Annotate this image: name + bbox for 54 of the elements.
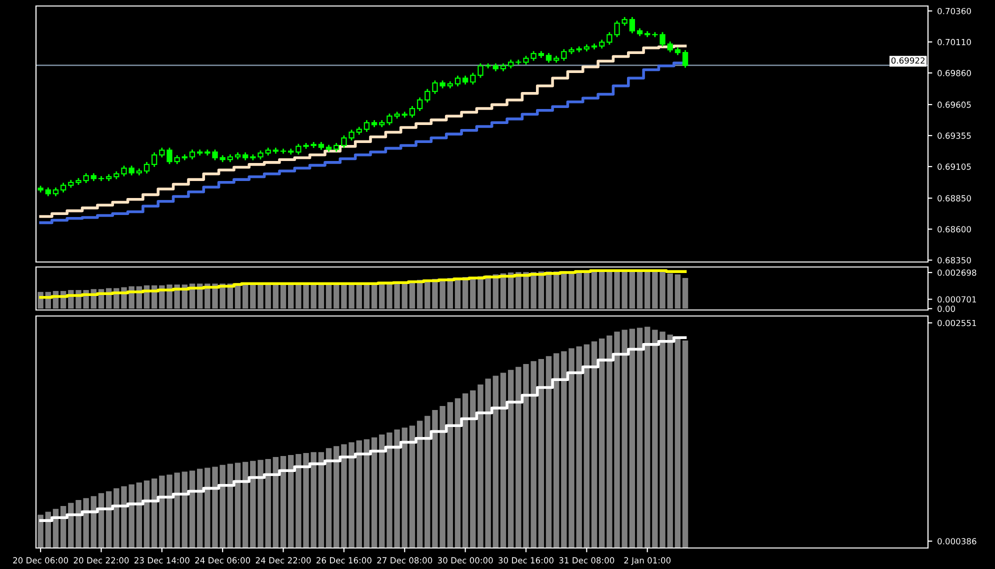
x-tick-label: 24 Dec 22:00: [256, 557, 311, 564]
candlestick: [189, 148, 196, 160]
y-tick-label: 0.69105: [938, 164, 971, 170]
candlestick: [629, 16, 636, 34]
bar: [622, 270, 628, 309]
x-tick-label: 23 Dec 14:00: [134, 557, 190, 564]
bar: [636, 270, 643, 309]
candlestick: [60, 182, 66, 194]
x-tick-label: 30 Dec 16:00: [498, 557, 554, 564]
x-tick-label: 20 Dec 22:00: [74, 557, 129, 564]
candlestick: [159, 147, 165, 158]
bar: [667, 273, 673, 309]
ref-line-label: 0.69922: [891, 57, 924, 64]
bar: [508, 272, 514, 309]
y-tick-label: 0.000386: [938, 538, 976, 544]
candlestick: [409, 105, 416, 118]
bar: [629, 270, 636, 309]
candlestick: [546, 52, 552, 64]
bar: [674, 274, 681, 309]
y-tick-label: 0.69605: [938, 102, 971, 108]
bar: [682, 278, 688, 309]
y-tick-label: 0.002551: [938, 320, 976, 326]
x-tick-label: 30 Dec 00:00: [438, 557, 493, 564]
y-tick-label: 0.002698: [938, 270, 976, 276]
candlestick: [561, 48, 567, 62]
y-tick-label: 0.00: [938, 306, 956, 312]
bar: [644, 271, 650, 309]
candlestick: [470, 72, 476, 86]
x-tick-label: 20 Dec 06:00: [13, 557, 68, 564]
candlestick: [424, 88, 430, 104]
candlestick: [416, 96, 423, 112]
x-tick-label: 26 Dec 16:00: [316, 557, 372, 564]
candlestick: [667, 40, 673, 53]
x-tick-label: 2 Jan 01:00: [624, 557, 671, 566]
candlestick: [454, 74, 461, 88]
y-tick-label: 0.69355: [938, 132, 971, 139]
x-tick-label: 24 Dec 06:00: [195, 557, 250, 564]
y-tick-label: 0.000701: [938, 296, 976, 303]
x-tick-label: 27 Dec 08:00: [377, 557, 432, 564]
candlestick: [144, 161, 150, 174]
candlestick: [682, 49, 688, 68]
bar: [591, 270, 598, 309]
bar: [584, 271, 590, 309]
y-tick-label: 0.70360: [938, 8, 971, 14]
y-tick-label: 0.68600: [938, 226, 971, 232]
candlestick: [151, 152, 158, 168]
bar: [599, 270, 605, 309]
x-tick-label: 31 Dec 08:00: [559, 557, 614, 564]
y-tick-label: 0.68350: [938, 257, 971, 264]
y-tick-label: 0.70110: [938, 38, 971, 46]
y-tick-label: 0.69860: [938, 70, 971, 76]
candlestick: [364, 119, 370, 133]
y-tick-label: 0.68850: [938, 195, 971, 202]
candlestick: [166, 147, 172, 165]
